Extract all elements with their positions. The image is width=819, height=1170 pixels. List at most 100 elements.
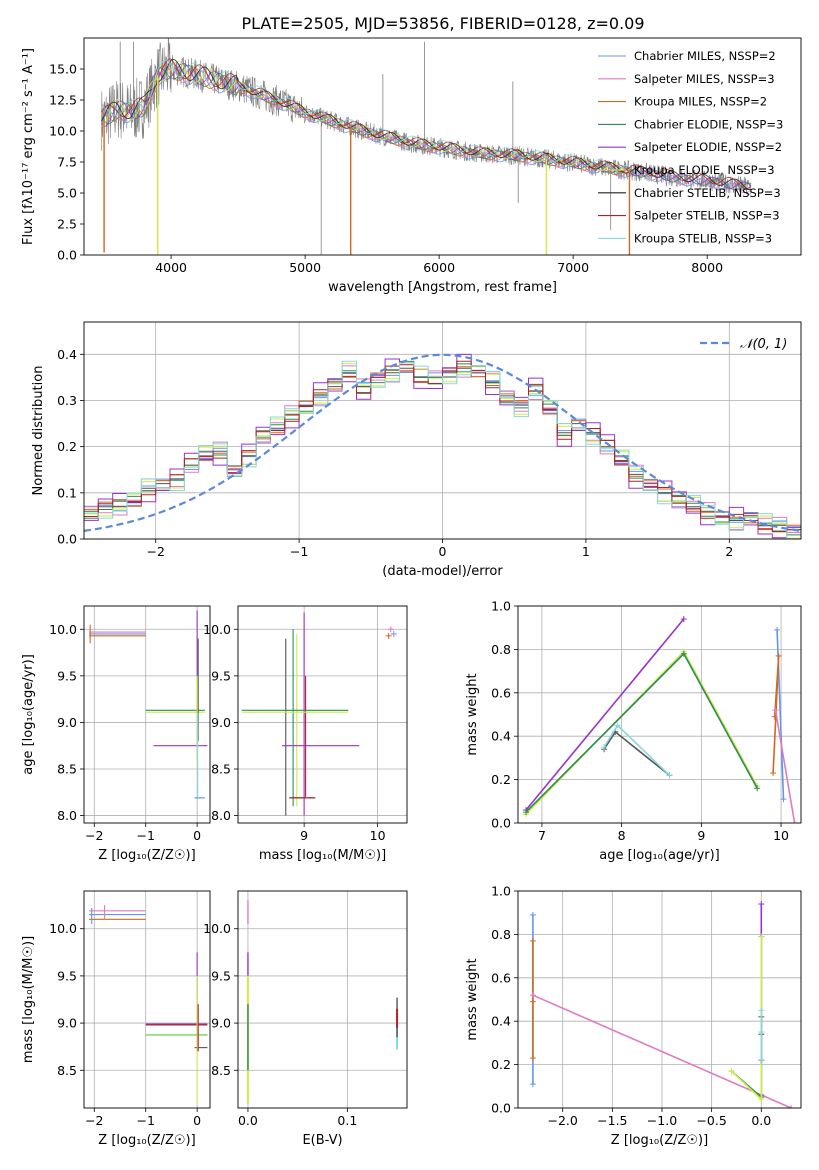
x-tick-label: 0 [193, 1113, 201, 1128]
model-spectrum [101, 64, 752, 191]
y-tick-label: 15.0 [49, 62, 77, 77]
hist-legend: 𝒩(0, 1) [700, 337, 787, 352]
y-tick-label: 8.0 [57, 808, 77, 823]
y-tick-label: 7.5 [57, 155, 77, 170]
spectrum-panel: 4000 5000 6000 7000 8000 0.0 2.5 5.0 7.5 10.0 12.5… [21, 37, 802, 295]
legend-label: 𝒩(0, 1) [740, 337, 787, 352]
x-axis-label: E(B-V) [302, 1133, 342, 1148]
mass-vs-Z-panel: −2 −1 0 8.5 9.0 9.5 10.0 Z [log₁₀(Z/Z☉)] mass [l… [21, 890, 211, 1148]
x-tick-label: −1 [136, 1113, 154, 1128]
axes-frame [83, 321, 802, 540]
x-tick-label: 0.1 [337, 1113, 357, 1128]
axes-frame [83, 605, 211, 824]
y-tick-label: 10.0 [49, 921, 77, 936]
y-tick-label: 0.0 [491, 1101, 511, 1116]
y-tick-label: 9.5 [57, 668, 77, 683]
x-axis-label: wavelength [Angstrom, rest frame] [328, 280, 557, 295]
y-tick-label: 1.0 [491, 884, 511, 899]
y-tick-label: 5.0 [57, 186, 77, 201]
x-tick-label: −2.0 [548, 1113, 578, 1128]
x-tick-label: 10 [370, 828, 386, 843]
model-spectrum [101, 59, 630, 171]
x-axis-label: (data-model)/error [382, 564, 503, 579]
normal-distribution-curve [84, 353, 801, 532]
x-tick-label: 5000 [289, 260, 321, 275]
x-tick-label: −2 [146, 544, 164, 559]
mass-weight-line [525, 618, 685, 811]
x-tick-label: 6000 [423, 260, 455, 275]
x-axis-label: mass [log₁₀(M/M☉)] [259, 848, 386, 863]
legend-label: Salpeter MILES, NSSP=3 [634, 72, 775, 86]
legend-label: Chabrier STELIB, NSSP=3 [634, 186, 781, 200]
axes-frame [83, 37, 802, 256]
y-tick-label: 10.0 [49, 622, 77, 637]
y-tick-label: 0.2 [491, 1057, 511, 1072]
axes-frame [237, 890, 408, 1109]
massweight-vs-Z-panel: −2.0 −1.5 −1.0 −0.5 0.0 0.0 0.2 0.4 0.6 0.8 1.0 Z [… [465, 884, 802, 1148]
y-tick-label: 8.5 [57, 1063, 77, 1078]
y-axis-label: mass weight [465, 958, 480, 1040]
residual-hist-plot-area [84, 353, 801, 539]
x-tick-label: −1 [136, 828, 154, 843]
x-axis-label: Z [log₁₀(Z/Z☉)] [611, 1133, 708, 1148]
x-tick-label: 0.0 [751, 1113, 771, 1128]
age-vs-mass-panel: 9 10 8.0 8.5 9.0 9.5 10.0 mass [log₁₀(M/M☉)] [203, 605, 408, 863]
spectrum-plot-area [101, 38, 752, 255]
y-tick-label: 0.0 [57, 248, 77, 263]
x-tick-label: 10 [773, 828, 789, 843]
x-tick-label: 0.0 [238, 1113, 258, 1128]
mass-vs-ebv-panel: 0.0 0.1 8.5 9.0 9.5 10.0 E(B-V) [203, 890, 408, 1148]
x-tick-label: 9 [697, 828, 705, 843]
age-vs-Z-plot-area [89, 610, 208, 799]
legend-label: Chabrier MILES, NSSP=2 [634, 49, 776, 63]
mass-weight-line [774, 710, 796, 823]
y-tick-label: 0.6 [491, 970, 511, 985]
y-tick-label: 8.5 [211, 1063, 231, 1078]
y-tick-label: 0.6 [491, 685, 511, 700]
axes-frame [517, 890, 802, 1109]
y-tick-label: 8.5 [211, 761, 231, 776]
model-spectrum [101, 58, 752, 190]
x-tick-label: 4000 [155, 260, 187, 275]
x-axis-label: age [log₁₀(age/yr)] [599, 848, 720, 863]
x-tick-label: −1 [290, 544, 308, 559]
y-tick-label: 9.0 [211, 1016, 231, 1031]
y-tick-label: 0.1 [57, 485, 77, 500]
x-axis-label: Z [log₁₀(Z/Z☉)] [98, 1133, 195, 1148]
model-spectrum [101, 59, 752, 191]
mass-weight-line [525, 650, 758, 815]
x-tick-label: −0.5 [696, 1113, 726, 1128]
x-tick-label: −1.0 [647, 1113, 677, 1128]
axes-frame [237, 605, 408, 824]
y-tick-label: 9.5 [57, 968, 77, 983]
figure-title: PLATE=2505, MJD=53856, FIBERID=0128, z=0… [241, 14, 644, 33]
massweight-vs-age-plot-area [522, 616, 798, 823]
y-axis-label: age [log₁₀(age/yr)] [21, 654, 36, 775]
y-tick-label: 0.2 [57, 439, 77, 454]
legend-label: Salpeter STELIB, NSSP=3 [634, 209, 780, 223]
x-tick-label: −2 [85, 1113, 103, 1128]
x-tick-label: −1.5 [597, 1113, 627, 1128]
y-tick-label: 0.8 [491, 642, 511, 657]
legend-label: Salpeter ELODIE, NSSP=2 [634, 140, 782, 154]
x-tick-label: 8000 [691, 260, 723, 275]
legend-label: Chabrier ELODIE, NSSP=3 [634, 117, 783, 131]
y-tick-label: 0.4 [491, 1014, 511, 1029]
x-tick-label: 7000 [557, 260, 589, 275]
y-tick-label: 9.5 [211, 968, 231, 983]
y-tick-label: 0.3 [57, 393, 77, 408]
mass-vs-Z-plot-area [89, 905, 208, 1104]
x-tick-label: 0 [193, 828, 201, 843]
legend-label: Kroupa STELIB, NSSP=3 [634, 231, 772, 245]
y-tick-label: 10.0 [49, 124, 77, 139]
model-spectrum [101, 60, 630, 175]
y-tick-label: 9.5 [211, 668, 231, 683]
model-spectrum [101, 62, 752, 189]
y-tick-label: 0.0 [491, 816, 511, 831]
residual-hist-panel: −2 −1 0 1 2 0.0 0.1 0.2 0.3 0.4 (data-model)/error… [31, 321, 802, 579]
age-vs-Z-panel: −2 −1 0 8.0 8.5 9.0 9.5 10.0 Z [log₁₀(Z/Z☉)] age … [21, 605, 211, 863]
y-tick-label: 0.4 [491, 729, 511, 744]
mass-weight-line [730, 936, 763, 1099]
y-tick-label: 0.4 [57, 347, 77, 362]
y-tick-label: 10.0 [203, 622, 231, 637]
